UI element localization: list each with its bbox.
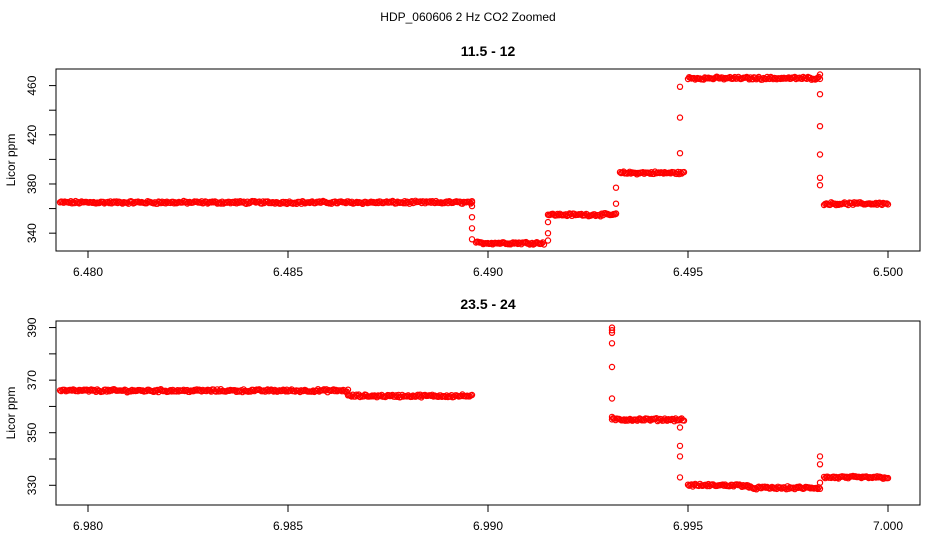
data-point (608, 363, 616, 371)
data-point (608, 340, 616, 347)
data-point (544, 218, 552, 226)
x-tick-label: 6.995 (673, 519, 703, 533)
data-point (816, 174, 824, 181)
data-point (816, 90, 824, 98)
y-tick-label: 380 (25, 174, 39, 194)
data-point (676, 442, 684, 450)
data-point (676, 453, 684, 460)
data-point (676, 149, 684, 157)
chart-panel-2: 23.5 - 24 6.980 6.985 6.990 6.995 7.000 330 350… (4, 296, 921, 533)
data-point (884, 201, 892, 208)
data-point (816, 485, 824, 492)
x-tick-label: 6.990 (473, 519, 503, 533)
x-tick-label: 6.490 (473, 265, 503, 279)
y-tick-label: 460 (25, 75, 39, 95)
data-points (56, 324, 892, 493)
data-point (468, 213, 476, 221)
y-tick-label: 370 (25, 370, 39, 390)
x-tick-label: 6.500 (873, 265, 903, 279)
data-point (468, 236, 476, 243)
data-point (468, 391, 476, 399)
data-point (816, 479, 824, 486)
data-point (612, 210, 620, 217)
y-tick-label: 390 (25, 317, 39, 337)
data-point (884, 474, 892, 482)
data-point (677, 168, 684, 176)
data-point (676, 474, 684, 481)
data-point (608, 395, 616, 402)
data-point (816, 122, 824, 130)
data-points (56, 71, 892, 248)
data-point (676, 83, 684, 91)
data-point (816, 461, 824, 468)
data-point (540, 241, 548, 248)
data-point (680, 168, 688, 176)
x-tick-label: 6.480 (73, 265, 103, 279)
panel-title: 23.5 - 24 (460, 296, 515, 312)
plot-frame (55, 320, 921, 506)
data-point (468, 225, 476, 232)
chart-panel-1: 11.5 - 12 6.480 6.485 6.490 6.495 6.500 340 380… (4, 43, 921, 279)
data-point (544, 237, 552, 244)
data-point (816, 71, 824, 78)
y-axis-label: Licor ppm (4, 387, 18, 440)
y-tick-label: 340 (25, 223, 39, 243)
plot-frame (55, 68, 921, 252)
x-tick-label: 7.000 (873, 519, 903, 533)
data-point (883, 200, 891, 207)
data-point (676, 114, 684, 121)
data-point (468, 199, 476, 206)
data-point (608, 327, 616, 334)
y-tick-label: 330 (25, 475, 39, 495)
data-point (816, 75, 824, 83)
data-point (608, 329, 616, 336)
x-tick-label: 6.980 (73, 519, 103, 533)
y-axis-label: Licor ppm (4, 134, 18, 187)
x-tick-label: 6.985 (273, 519, 303, 533)
data-point (676, 424, 684, 431)
data-point (816, 181, 824, 189)
data-point (816, 453, 824, 460)
data-point (680, 417, 688, 424)
data-point (608, 413, 616, 421)
x-tick-label: 6.485 (273, 265, 303, 279)
y-tick-label: 350 (25, 422, 39, 442)
data-point (612, 200, 620, 207)
data-point (816, 151, 824, 158)
data-point (468, 202, 476, 210)
y-tick-label: 420 (25, 124, 39, 144)
page-title: HDP_060606 2 Hz CO2 Zoomed (380, 10, 555, 24)
data-point (612, 184, 620, 191)
x-tick-label: 6.495 (673, 265, 703, 279)
panel-title: 11.5 - 12 (461, 43, 516, 59)
data-point (544, 229, 552, 237)
